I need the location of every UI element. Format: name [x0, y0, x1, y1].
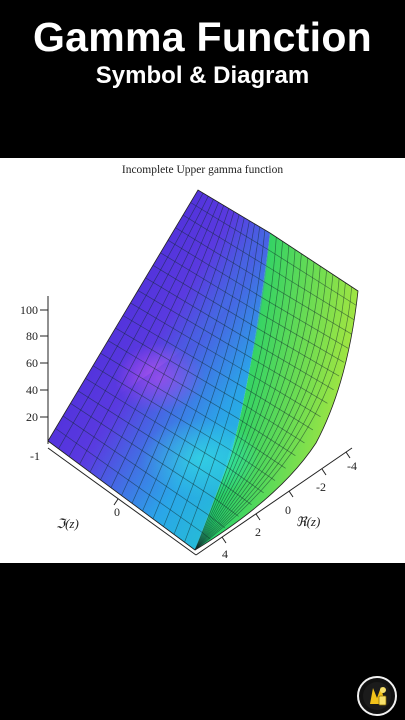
surface-outline	[47, 189, 359, 551]
z-tick-80: 80	[26, 329, 38, 343]
header: Gamma Function Symbol & Diagram	[0, 0, 405, 160]
real-axis	[195, 447, 353, 556]
calculator-badge-icon	[357, 676, 397, 716]
imag-tick-0: 0	[114, 505, 120, 519]
imag-axis-label: ℑ(z)	[56, 516, 79, 531]
real-tick-neg4: -4	[347, 459, 357, 473]
real-tick-neg2: -2	[316, 480, 326, 494]
surface-plot: 100 80 60 40 20 -1 0 ℑ(z) -4 -2 0 2 4 ℜ(…	[20, 189, 359, 561]
plot-title: Incomplete Upper gamma function	[121, 164, 284, 176]
z-tick-60: 60	[26, 356, 38, 370]
z-axis	[40, 296, 49, 444]
real-tick-0: 0	[285, 503, 291, 517]
z-tick-100: 100	[20, 303, 38, 317]
real-axis-label: ℜ(z)	[296, 514, 320, 529]
real-tick-4: 4	[222, 547, 228, 561]
surface-front-sheet	[48, 233, 270, 550]
imag-tick-neg1: -1	[30, 449, 40, 463]
imag-axis	[47, 447, 197, 556]
z-tick-20: 20	[26, 410, 38, 424]
z-tick-40: 40	[26, 383, 38, 397]
surface-mesh	[47, 189, 359, 551]
page-title: Gamma Function	[32, 14, 373, 60]
plot-panel: Incomplete Upper gamma function	[0, 158, 405, 563]
page-subtitle: Symbol & Diagram	[95, 62, 310, 89]
real-tick-2: 2	[255, 525, 261, 539]
